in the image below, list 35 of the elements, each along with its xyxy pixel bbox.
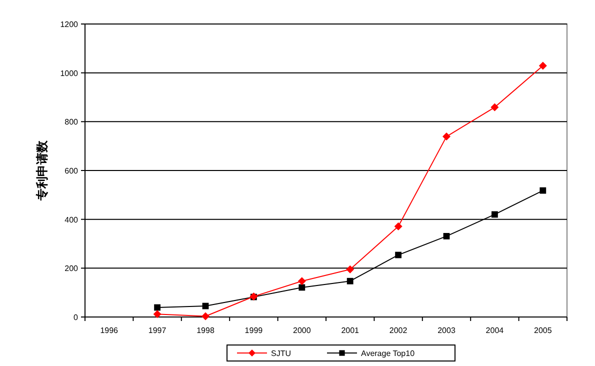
- y-tick-label: 200: [64, 264, 79, 274]
- x-tick-label: 2005: [534, 326, 552, 335]
- point: [154, 304, 160, 311]
- legend-label: Average Top10: [361, 349, 416, 358]
- point: [202, 312, 210, 320]
- point: [346, 278, 354, 284]
- x-tick-label: 2001: [341, 326, 360, 335]
- x-tick-label: 2002: [389, 326, 408, 335]
- point: [490, 103, 499, 112]
- x-tick-label: 2000: [293, 326, 312, 335]
- x-tick-label: 2004: [486, 326, 504, 335]
- y-tick-label: 400: [64, 215, 79, 224]
- point: [346, 265, 354, 274]
- y-tick-label: 0: [74, 313, 79, 322]
- point: [298, 284, 306, 291]
- x-tick-label: 1998: [196, 326, 215, 335]
- point: [538, 62, 547, 70]
- point: [395, 252, 402, 258]
- y-tick-label: 800: [64, 118, 79, 127]
- point: [394, 222, 402, 230]
- legend-label: SJTU: [271, 349, 292, 358]
- point: [442, 132, 450, 141]
- y-tick-label: 1000: [60, 68, 79, 78]
- point: [298, 277, 306, 286]
- point: [153, 310, 162, 318]
- point: [492, 211, 498, 218]
- x-tick-label: 1996: [100, 326, 119, 335]
- x-tick-label: 2003: [438, 326, 456, 335]
- x-tick-label: 1999: [244, 326, 264, 335]
- x-tick-label: 1997: [148, 326, 167, 335]
- point: [443, 232, 450, 240]
- y-tick-label: 1200: [60, 20, 79, 29]
- y-axis-title: 专利申请数: [35, 140, 49, 202]
- point: [540, 187, 546, 194]
- y-tick-label: 600: [64, 166, 79, 176]
